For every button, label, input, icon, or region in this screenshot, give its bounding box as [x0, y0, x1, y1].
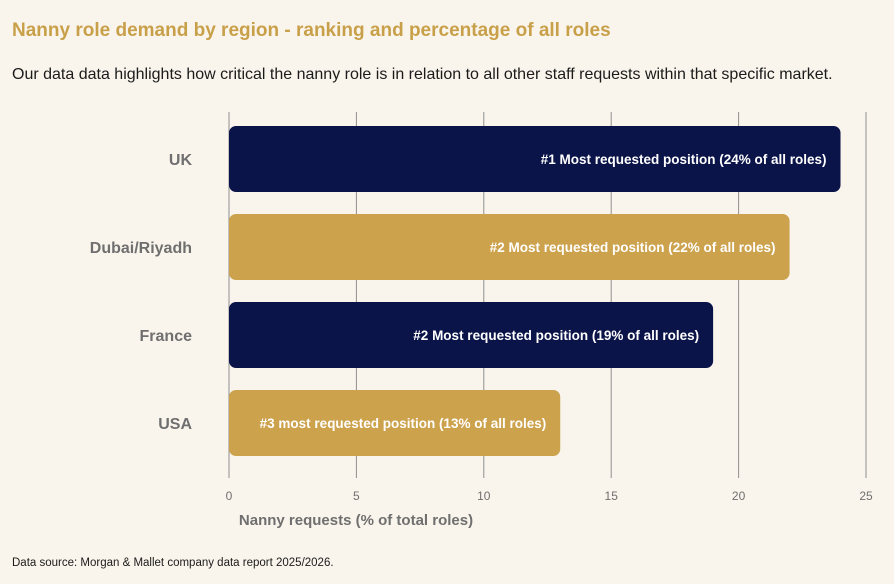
data-source-note: Data source: Morgan & Mallet company dat… — [12, 557, 334, 569]
x-tick-label: 5 — [353, 489, 360, 503]
x-tick-label: 25 — [859, 489, 873, 503]
bar-usa — [229, 390, 561, 456]
bar-data-label: #1 Most requested position (24% of all r… — [541, 152, 827, 167]
chart-subtitle: Our data data highlights how critical th… — [12, 66, 833, 83]
bar-france — [229, 302, 714, 368]
category-label: France — [140, 328, 193, 345]
x-tick-label: 0 — [226, 489, 233, 503]
bars: UK #1 Most requested position (24% of all… — [90, 126, 841, 456]
category-label: Dubai/Riyadh — [90, 240, 192, 257]
bar-uk — [229, 126, 841, 192]
chart-title: Nanny role demand by region - ranking an… — [12, 20, 611, 41]
bar-dubai-riyadh — [229, 214, 790, 280]
x-axis-label: Nanny requests (% of total roles) — [239, 512, 473, 529]
x-tick-label: 10 — [477, 489, 491, 503]
category-label: USA — [158, 416, 192, 433]
bar-data-label: #3 most requested position (13% of all r… — [260, 416, 547, 431]
x-tick-label: 20 — [732, 489, 746, 503]
bar-data-label: #2 Most requested position (19% of all r… — [413, 328, 699, 343]
category-label: UK — [169, 152, 193, 169]
x-tick-label: 15 — [605, 489, 619, 503]
bar-data-label: #2 Most requested position (22% of all r… — [490, 240, 776, 255]
x-axis-ticks: 0 5 10 15 20 25 — [226, 489, 873, 503]
